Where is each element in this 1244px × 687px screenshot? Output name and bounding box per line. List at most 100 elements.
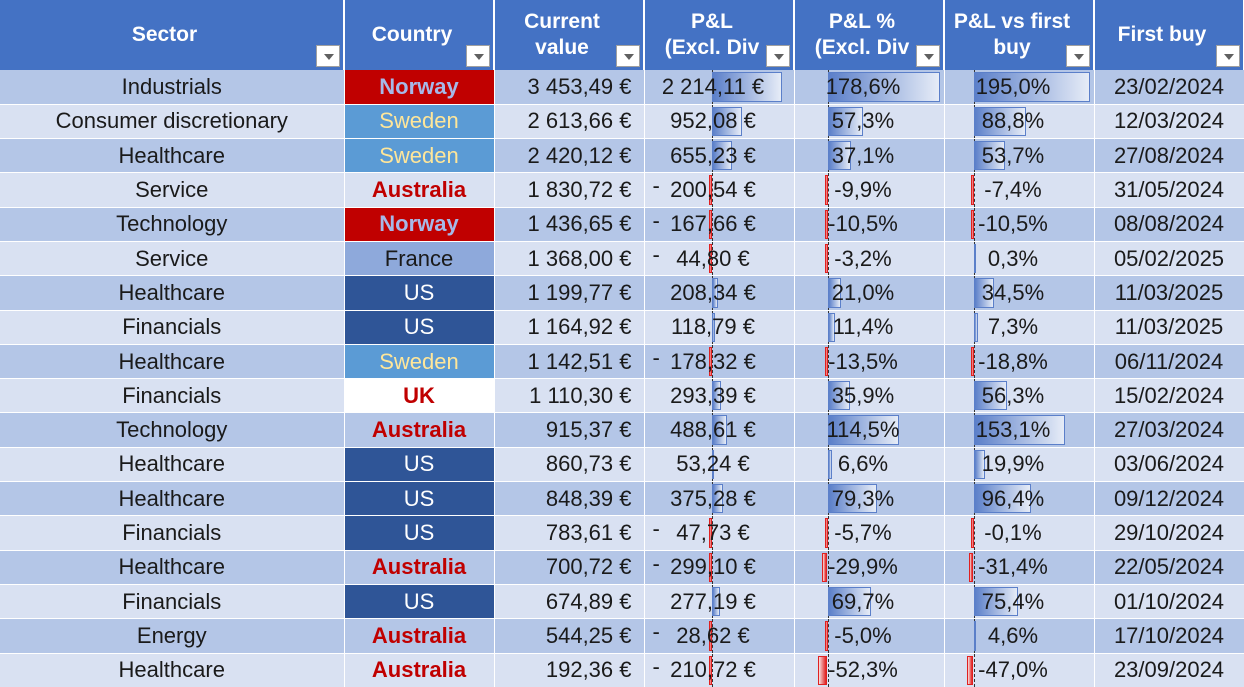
cell-sector[interactable]: Financials xyxy=(0,515,345,551)
cell-current-value[interactable]: 1 830,72 € xyxy=(494,172,645,208)
cell-pl-vs-first-buy[interactable]: 96,4% xyxy=(944,481,1095,517)
cell-country[interactable]: US xyxy=(344,310,495,345)
cell-sector[interactable]: Financials xyxy=(0,310,345,345)
cell-pl-percent[interactable]: 11,4% xyxy=(794,310,945,345)
cell-first-buy[interactable]: 01/10/2024 xyxy=(1094,584,1244,620)
cell-sector[interactable]: Technology xyxy=(0,207,345,242)
cell-country[interactable]: US xyxy=(344,584,495,620)
cell-pl-vs-first-buy[interactable]: 34,5% xyxy=(944,275,1095,311)
cell-pl-vs-first-buy[interactable]: 88,8% xyxy=(944,104,1095,140)
cell-pl-vs-first-buy[interactable]: 0,3% xyxy=(944,241,1095,277)
cell-current-value[interactable]: 1 164,92 € xyxy=(494,310,645,345)
cell-first-buy[interactable]: 06/11/2024 xyxy=(1094,344,1244,380)
cell-sector[interactable]: Healthcare xyxy=(0,481,345,517)
cell-country[interactable]: UK xyxy=(344,378,495,414)
cell-sector[interactable]: Consumer discretionary xyxy=(0,104,345,140)
cell-sector[interactable]: Financials xyxy=(0,378,345,414)
cell-first-buy[interactable]: 11/03/2025 xyxy=(1094,275,1244,311)
cell-pl-vs-first-buy[interactable]: 53,7% xyxy=(944,138,1095,174)
cell-first-buy[interactable]: 15/02/2024 xyxy=(1094,378,1244,414)
cell-pl-vs-first-buy[interactable]: -0,1% xyxy=(944,515,1095,551)
cell-first-buy[interactable]: 27/08/2024 xyxy=(1094,138,1244,174)
cell-country[interactable]: Australia xyxy=(344,412,495,448)
cell-country[interactable]: Australia xyxy=(344,618,495,654)
cell-pl-percent[interactable]: -52,3% xyxy=(794,653,945,687)
cell-pl-percent[interactable]: -10,5% xyxy=(794,207,945,242)
cell-first-buy[interactable]: 05/02/2025 xyxy=(1094,241,1244,277)
cell-pl[interactable]: -200,54 € xyxy=(644,172,795,208)
cell-pl[interactable]: 488,61 € xyxy=(644,412,795,448)
cell-current-value[interactable]: 915,37 € xyxy=(494,412,645,448)
cell-pl[interactable]: 655,23 € xyxy=(644,138,795,174)
cell-pl[interactable]: -299,10 € xyxy=(644,550,795,585)
cell-current-value[interactable]: 1 142,51 € xyxy=(494,344,645,380)
cell-pl-vs-first-buy[interactable]: -31,4% xyxy=(944,550,1095,585)
cell-current-value[interactable]: 1 368,00 € xyxy=(494,241,645,277)
cell-pl-percent[interactable]: -5,0% xyxy=(794,618,945,654)
cell-pl[interactable]: 952,08 € xyxy=(644,104,795,140)
cell-sector[interactable]: Energy xyxy=(0,618,345,654)
cell-first-buy[interactable]: 12/03/2024 xyxy=(1094,104,1244,140)
cell-first-buy[interactable]: 23/09/2024 xyxy=(1094,653,1244,687)
cell-pl-percent[interactable]: -13,5% xyxy=(794,344,945,380)
cell-current-value[interactable]: 860,73 € xyxy=(494,447,645,483)
cell-pl-percent[interactable]: 79,3% xyxy=(794,481,945,517)
cell-country[interactable]: US xyxy=(344,275,495,311)
filter-dropdown-pl-vs-first-buy[interactable] xyxy=(1066,45,1090,67)
cell-pl-vs-first-buy[interactable]: -47,0% xyxy=(944,653,1095,687)
cell-country[interactable]: Sweden xyxy=(344,104,495,140)
cell-pl-vs-first-buy[interactable]: 7,3% xyxy=(944,310,1095,345)
cell-pl-vs-first-buy[interactable]: 19,9% xyxy=(944,447,1095,483)
filter-dropdown-current-value[interactable] xyxy=(616,45,640,67)
cell-current-value[interactable]: 2 420,12 € xyxy=(494,138,645,174)
cell-country[interactable]: Norway xyxy=(344,207,495,242)
cell-pl-vs-first-buy[interactable]: 56,3% xyxy=(944,378,1095,414)
cell-country[interactable]: US xyxy=(344,447,495,483)
cell-sector[interactable]: Technology xyxy=(0,412,345,448)
cell-pl[interactable]: 53,24 € xyxy=(644,447,795,483)
cell-pl-percent[interactable]: -5,7% xyxy=(794,515,945,551)
filter-dropdown-pl-percent[interactable] xyxy=(916,45,940,67)
cell-pl-percent[interactable]: -29,9% xyxy=(794,550,945,585)
cell-pl-percent[interactable]: 69,7% xyxy=(794,584,945,620)
cell-current-value[interactable]: 700,72 € xyxy=(494,550,645,585)
cell-current-value[interactable]: 2 613,66 € xyxy=(494,104,645,140)
cell-first-buy[interactable]: 09/12/2024 xyxy=(1094,481,1244,517)
cell-first-buy[interactable]: 23/02/2024 xyxy=(1094,70,1244,105)
cell-country[interactable]: US xyxy=(344,515,495,551)
cell-pl-vs-first-buy[interactable]: 4,6% xyxy=(944,618,1095,654)
cell-first-buy[interactable]: 11/03/2025 xyxy=(1094,310,1244,345)
cell-pl[interactable]: 375,28 € xyxy=(644,481,795,517)
cell-sector[interactable]: Healthcare xyxy=(0,653,345,687)
cell-sector[interactable]: Healthcare xyxy=(0,344,345,380)
cell-pl-percent[interactable]: -9,9% xyxy=(794,172,945,208)
cell-pl[interactable]: 2 214,11 € xyxy=(644,70,795,105)
cell-first-buy[interactable]: 29/10/2024 xyxy=(1094,515,1244,551)
cell-country[interactable]: Sweden xyxy=(344,138,495,174)
cell-pl-percent[interactable]: 21,0% xyxy=(794,275,945,311)
cell-current-value[interactable]: 544,25 € xyxy=(494,618,645,654)
cell-current-value[interactable]: 674,89 € xyxy=(494,584,645,620)
cell-pl-percent[interactable]: 178,6% xyxy=(794,70,945,105)
cell-sector[interactable]: Healthcare xyxy=(0,550,345,585)
cell-current-value[interactable]: 3 453,49 € xyxy=(494,70,645,105)
cell-country[interactable]: US xyxy=(344,481,495,517)
cell-pl-vs-first-buy[interactable]: -7,4% xyxy=(944,172,1095,208)
cell-current-value[interactable]: 192,36 € xyxy=(494,653,645,687)
cell-pl[interactable]: -28,62 € xyxy=(644,618,795,654)
cell-sector[interactable]: Service xyxy=(0,172,345,208)
cell-first-buy[interactable]: 03/06/2024 xyxy=(1094,447,1244,483)
cell-country[interactable]: Australia xyxy=(344,550,495,585)
cell-pl-vs-first-buy[interactable]: -10,5% xyxy=(944,207,1095,242)
filter-dropdown-first-buy[interactable] xyxy=(1216,45,1240,67)
cell-pl-vs-first-buy[interactable]: 195,0% xyxy=(944,70,1095,105)
cell-current-value[interactable]: 1 110,30 € xyxy=(494,378,645,414)
filter-dropdown-sector[interactable] xyxy=(316,45,340,67)
cell-pl[interactable]: -167,66 € xyxy=(644,207,795,242)
cell-first-buy[interactable]: 27/03/2024 xyxy=(1094,412,1244,448)
cell-country[interactable]: France xyxy=(344,241,495,277)
cell-pl[interactable]: -47,73 € xyxy=(644,515,795,551)
cell-sector[interactable]: Healthcare xyxy=(0,138,345,174)
cell-current-value[interactable]: 848,39 € xyxy=(494,481,645,517)
cell-pl-percent[interactable]: 35,9% xyxy=(794,378,945,414)
